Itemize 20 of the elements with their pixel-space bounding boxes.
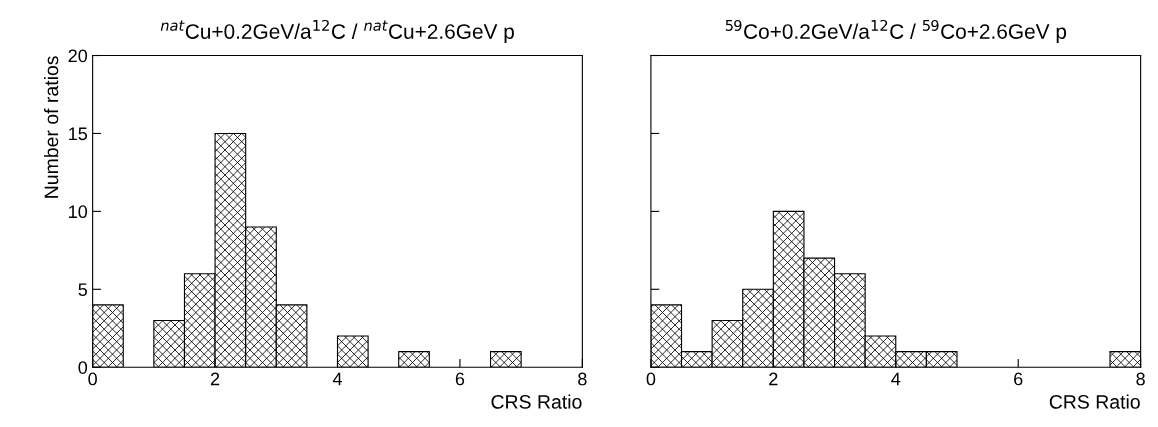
y-tick-label: 15 <box>69 127 88 141</box>
y-tick-label: 20 <box>68 49 88 63</box>
x-tick-label: 8 <box>1136 372 1145 386</box>
y-axis-title: Number of ratios <box>44 56 59 198</box>
x-tick-label: 8 <box>578 372 587 386</box>
x-tick-label: 0 <box>88 372 97 386</box>
x-axis-title: CRS Ratio <box>1049 394 1140 409</box>
x-tick-label: 6 <box>1014 372 1023 386</box>
x-tick-label: 2 <box>769 372 778 386</box>
x-tick-label: 0 <box>646 372 656 386</box>
y-tick-label: 0 <box>78 361 88 374</box>
y-tick-label: 10 <box>69 205 88 219</box>
chart-title: $^{nat}$Cu+0.2GeV/a$^{12}$C / $^{nat}$Cu+2.6GeV p <box>160 19 514 44</box>
x-tick-label: 2 <box>210 372 220 386</box>
x-axis-title: CRS Ratio <box>491 394 582 409</box>
chart-title: $^{59}$Co+0.2GeV/a$^{12}$C / $^{59}$Co+2.6GeV p <box>725 19 1067 44</box>
x-tick-label: 4 <box>891 372 901 386</box>
x-tick-label: 6 <box>455 372 465 386</box>
y-tick-label: 5 <box>78 283 88 297</box>
x-tick-label: 4 <box>332 372 342 386</box>
